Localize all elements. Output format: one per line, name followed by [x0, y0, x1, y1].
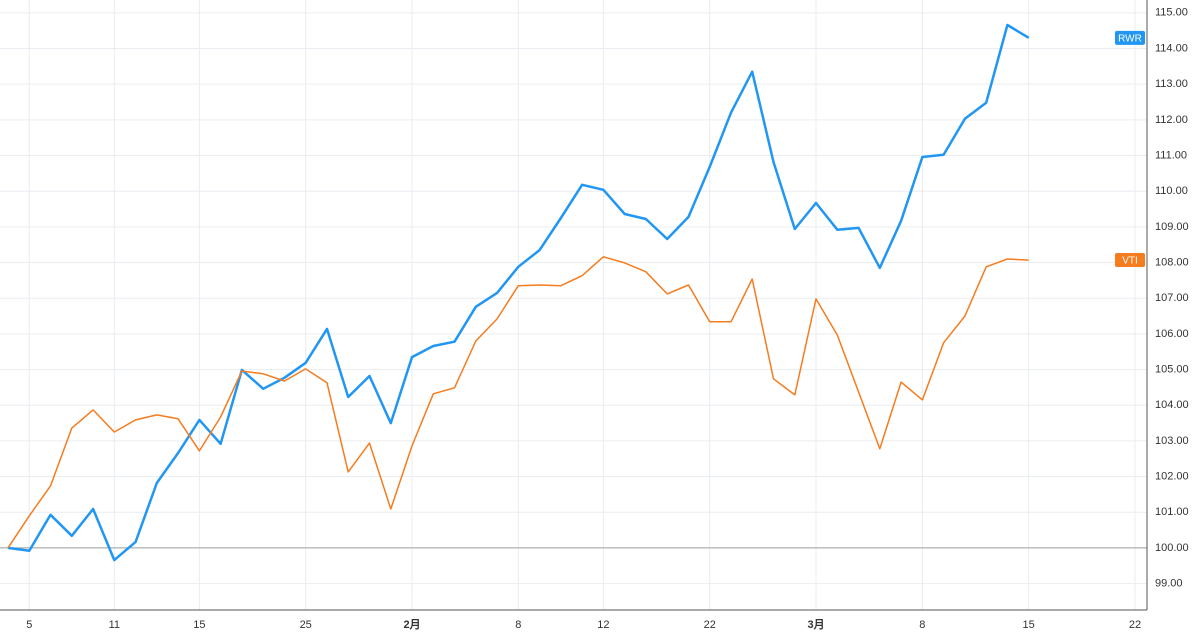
y-tick-label: 108.00 — [1155, 256, 1189, 268]
series-badge-label: RWR — [1118, 33, 1142, 44]
x-tick-label: 8 — [515, 619, 521, 631]
series-badge — [1115, 253, 1145, 268]
y-tick-label: 111.00 — [1155, 149, 1187, 161]
y-tick-label: 101.00 — [1155, 506, 1189, 518]
x-tick-label: 25 — [300, 619, 312, 631]
series-badge — [1115, 30, 1145, 45]
x-tick-label: 22 — [1129, 619, 1141, 631]
x-tick-label: 5 — [26, 619, 32, 631]
y-tick-label: 103.00 — [1155, 435, 1189, 447]
x-tick-label: 12 — [597, 619, 609, 631]
y-tick-label: 112.00 — [1155, 114, 1188, 126]
y-tick-label: 109.00 — [1155, 221, 1189, 233]
series-line — [7, 256, 1029, 549]
x-tick-label: 3月 — [807, 618, 824, 631]
y-tick-label: 99.00 — [1155, 578, 1183, 590]
y-tick-label: 102.00 — [1155, 470, 1189, 482]
y-tick-label: 114.00 — [1155, 42, 1188, 54]
x-tick-label: 8 — [919, 619, 925, 631]
series-badge-label: VTI — [1122, 256, 1138, 267]
y-tick-label: 110.00 — [1155, 185, 1188, 197]
series-line — [7, 23, 1030, 562]
x-tick-label: 11 — [109, 619, 120, 631]
y-tick-label: 100.00 — [1155, 542, 1189, 554]
x-tick-label: 15 — [193, 619, 205, 631]
y-tick-label: 107.00 — [1155, 292, 1189, 304]
y-tick-label: 113.00 — [1155, 78, 1188, 90]
y-tick-label: 115.00 — [1155, 7, 1188, 19]
y-tick-label: 106.00 — [1155, 328, 1189, 340]
x-tick-label: 15 — [1023, 619, 1035, 631]
y-tick-label: 104.00 — [1155, 399, 1189, 411]
y-tick-label: 105.00 — [1155, 363, 1189, 375]
x-tick-label: 2月 — [403, 618, 420, 631]
x-tick-label: 22 — [704, 619, 716, 631]
